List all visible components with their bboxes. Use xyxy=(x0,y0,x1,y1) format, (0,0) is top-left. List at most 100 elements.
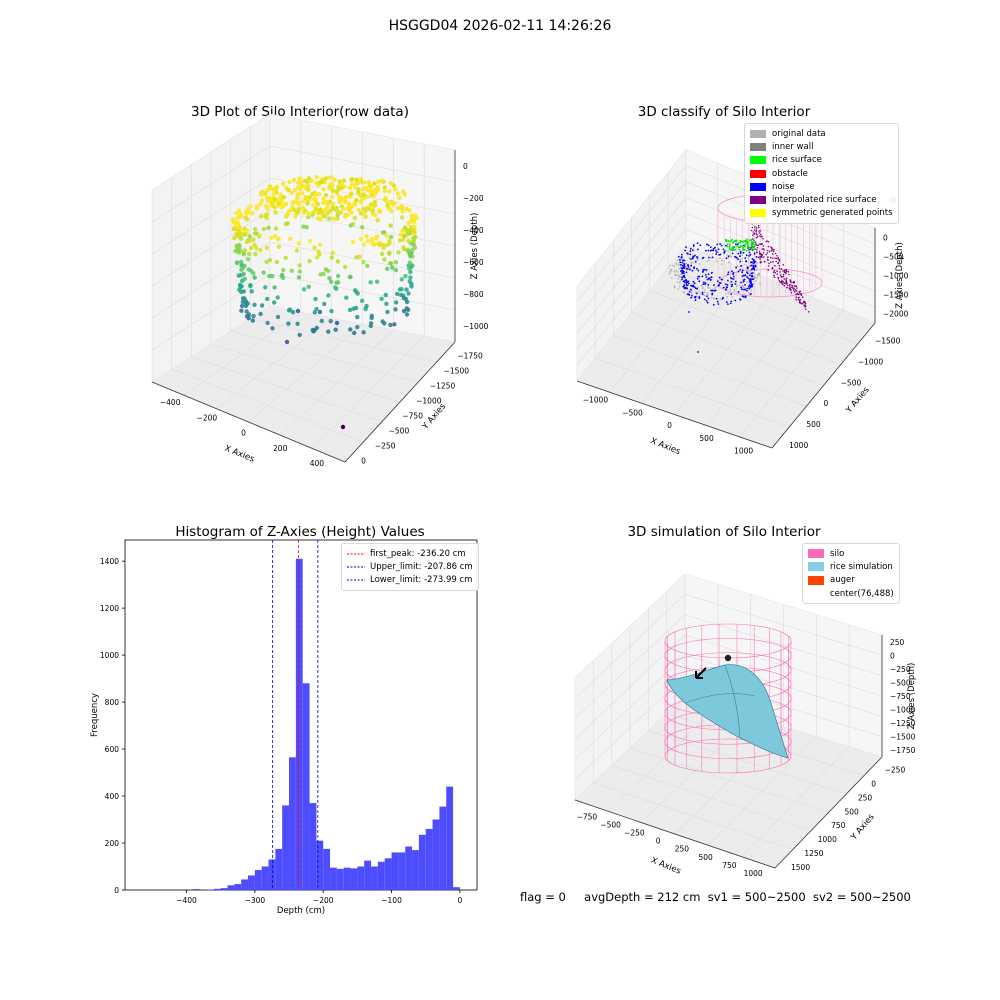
raw-data-point xyxy=(330,188,335,194)
noise-point xyxy=(745,254,748,257)
raw-data-point xyxy=(349,182,355,187)
histogram-y-tick-label: 1200 xyxy=(100,604,119,613)
panel2-x-tick-label: 1000 xyxy=(734,447,753,456)
raw-data-point xyxy=(358,211,364,216)
raw-data-point xyxy=(239,303,245,309)
noise-point xyxy=(701,291,704,294)
original-data-point xyxy=(754,276,756,278)
histogram-y-tick-label: 200 xyxy=(105,839,120,848)
raw-data-point xyxy=(346,201,352,206)
histogram-x-tick-label: −400 xyxy=(176,896,197,905)
original-data-point xyxy=(677,288,680,290)
panel1-z-axis-label: Z Axies (Depth) xyxy=(470,213,480,280)
interpolated-point xyxy=(768,262,770,265)
panel2-x-tick-label: −1000 xyxy=(583,396,609,405)
raw-data-point xyxy=(303,185,308,190)
interpolated-point xyxy=(767,265,770,267)
raw-data-point xyxy=(326,293,331,298)
raw-data-point xyxy=(361,242,367,247)
raw-data-point xyxy=(356,190,361,195)
noise-point xyxy=(748,251,751,254)
panel1-y-tick-label: −1000 xyxy=(416,397,442,406)
legend2-swatch xyxy=(750,129,766,138)
interpolated-point xyxy=(766,252,769,254)
raw-data-point xyxy=(406,307,411,312)
legend4-swatch xyxy=(808,575,824,585)
histogram-x-tick-label: −200 xyxy=(313,896,334,905)
noise-point xyxy=(680,263,682,266)
panel1-x-axis xyxy=(151,381,346,463)
noise-outlier xyxy=(688,311,690,313)
legend2-swatch xyxy=(750,156,766,165)
noise-point xyxy=(731,283,734,286)
noise-point xyxy=(747,285,750,288)
noise-point xyxy=(752,264,754,267)
noise-point xyxy=(748,287,751,290)
original-data-point xyxy=(738,284,741,287)
original-data-point xyxy=(725,293,727,295)
interpolated-point xyxy=(778,265,781,267)
interpolated-point xyxy=(789,289,792,292)
panel1-y-tick-label: 0 xyxy=(361,457,366,466)
original-data-point xyxy=(669,271,671,274)
raw-data-point xyxy=(352,202,358,207)
noise-point xyxy=(730,293,733,295)
panel4-y-tick-label: 750 xyxy=(831,821,846,830)
original-data-point xyxy=(678,267,680,270)
noise-point xyxy=(731,252,734,255)
original-data-point xyxy=(745,264,748,267)
noise-point xyxy=(739,260,742,263)
noise-point xyxy=(708,256,710,259)
interpolated-point xyxy=(777,258,780,261)
raw-data-point xyxy=(280,201,285,206)
raw-data-point xyxy=(318,217,323,222)
raw-data-point xyxy=(397,195,402,201)
raw-data-point xyxy=(347,307,353,313)
histogram-bar xyxy=(357,866,365,890)
noise-point xyxy=(737,252,740,255)
noise-point xyxy=(697,269,700,272)
original-data-point xyxy=(759,282,761,285)
raw-data-point xyxy=(358,236,364,242)
interpolated-point xyxy=(779,274,782,276)
raw-data-point xyxy=(382,230,387,235)
histogram-bar xyxy=(241,879,249,890)
noise-point xyxy=(735,256,737,259)
noise-point xyxy=(705,300,708,302)
panel4-z-tick-label: −1750 xyxy=(890,746,916,755)
raw-data-point xyxy=(368,280,373,285)
raw-data-point xyxy=(370,208,375,214)
interpolated-point xyxy=(755,233,757,235)
raw-data-point xyxy=(393,260,399,265)
raw-data-point xyxy=(373,236,378,241)
interpolated-point xyxy=(767,256,769,258)
interpolated-point xyxy=(804,306,806,308)
interpolated-point xyxy=(795,290,798,292)
panel2-x-axis-label: X Axies xyxy=(649,436,682,457)
raw-data-point xyxy=(297,332,302,338)
histogram-bar xyxy=(405,846,413,890)
histogram-y-tick-label: 0 xyxy=(114,886,119,895)
noise-point xyxy=(727,279,729,282)
raw-data-point xyxy=(236,273,241,278)
noise-point xyxy=(722,248,725,251)
original-data-point xyxy=(727,251,730,253)
noise-point xyxy=(747,247,749,249)
raw-data-point xyxy=(352,330,357,336)
raw-data-point xyxy=(302,178,307,183)
original-data-point xyxy=(703,294,706,297)
histogram-y-tick-label: 1000 xyxy=(100,651,119,660)
noise-point xyxy=(692,280,695,283)
raw-data-point xyxy=(317,180,323,185)
interpolated-point xyxy=(786,286,788,289)
raw-data-point xyxy=(385,203,390,208)
raw-data-point xyxy=(275,237,281,242)
noise-point xyxy=(746,267,749,270)
histogram-bar xyxy=(343,867,351,890)
interpolated-point xyxy=(770,246,772,248)
interpolated-point xyxy=(796,287,798,289)
raw-data-point xyxy=(272,300,277,305)
raw-data-point xyxy=(398,204,403,210)
raw-data-point xyxy=(357,254,362,259)
noise-point xyxy=(729,302,732,305)
